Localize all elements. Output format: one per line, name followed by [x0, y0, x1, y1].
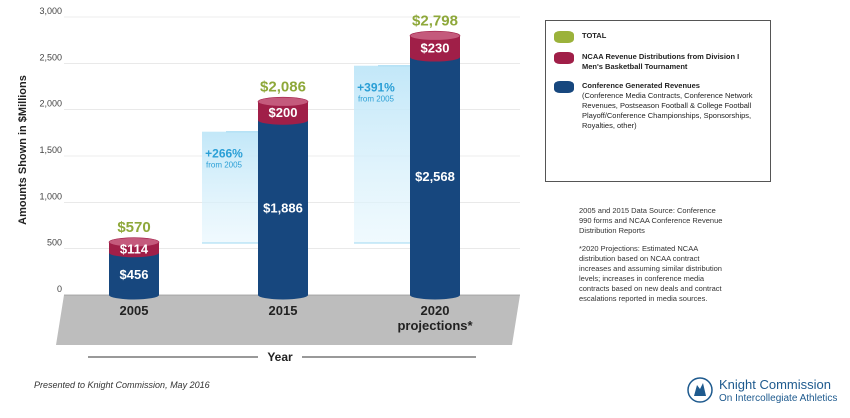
category-label: 2015	[269, 303, 298, 318]
legend-swatch-conference	[554, 81, 574, 93]
bar-ncaa	[410, 35, 460, 58]
growth-sublabel: from 2005	[206, 161, 243, 170]
legend-item-conference: Conference Generated Revenues (Conferenc…	[554, 81, 762, 131]
bar-ncaa	[109, 242, 159, 253]
growth-panel	[354, 65, 412, 244]
bar-ncaa-label: $200	[269, 105, 298, 120]
bar-conference-base	[109, 290, 159, 300]
bar-top-cap	[257, 96, 309, 107]
bar-top-cap	[108, 237, 160, 247]
bar-conference	[109, 252, 159, 295]
logo-subtitle: On Intercollegiate Athletics	[719, 393, 838, 404]
y-tick-label: 2,500	[39, 52, 62, 62]
y-tick-label: 2,000	[39, 99, 62, 109]
category-label: projections*	[397, 318, 473, 333]
bar-conference-label: $1,886	[263, 201, 303, 216]
y-tick-label: 1,000	[39, 191, 62, 201]
bar-ncaa-label: $114	[120, 241, 149, 256]
notes: 2005 and 2015 Data Source: Conference 99…	[579, 206, 729, 312]
knight-commission-logo: Knight Commission On Intercollegiate Ath…	[687, 376, 847, 408]
logo-title: Knight Commission	[719, 377, 831, 392]
legend-label-total: TOTAL	[582, 31, 607, 40]
y-tick-label: 3,000	[39, 6, 62, 16]
revenue-chart: +266%from 2005+391%from 2005$456$114$570…	[17, 6, 520, 364]
legend: TOTAL NCAA Revenue Distributions from Di…	[545, 20, 771, 182]
presented-note: Presented to Knight Commission, May 2016	[34, 380, 210, 390]
bar-ncaa-bottom	[109, 248, 159, 258]
legend-swatch-ncaa	[554, 52, 574, 64]
bar-ncaa-bottom	[410, 52, 460, 62]
bar-total-label: $570	[117, 219, 150, 236]
source-note: 2005 and 2015 Data Source: Conference 99…	[579, 206, 723, 235]
bar-top-cap	[409, 30, 461, 41]
projection-note: *2020 Projections: Estimated NCAA distri…	[579, 244, 722, 303]
bar-total-label: $2,798	[412, 13, 458, 30]
y-tick-label: 1,500	[39, 145, 62, 155]
bar-conference-label: $456	[120, 267, 149, 282]
bar-ncaa	[258, 101, 308, 121]
bar-ncaa-bottom	[258, 115, 308, 125]
category-label: 2020	[421, 303, 450, 318]
growth-label: +391%	[357, 81, 395, 95]
bar-conference	[410, 57, 460, 296]
y-axis-title: Amounts Shown in $Millions	[17, 75, 29, 225]
bar-conference-base	[258, 290, 308, 300]
category-label: 2005	[120, 303, 149, 318]
y-tick-label: 500	[47, 238, 62, 248]
chart-floor	[56, 295, 520, 345]
legend-label-ncaa: NCAA Revenue Distributions from Division…	[582, 52, 740, 71]
legend-item-ncaa: NCAA Revenue Distributions from Division…	[554, 52, 762, 72]
knight-logo-icon	[687, 377, 713, 403]
growth-label: +266%	[205, 147, 243, 161]
growth-panel	[202, 131, 260, 243]
y-tick-label: 0	[57, 284, 62, 294]
legend-swatch-total	[554, 31, 574, 43]
legend-detail-conference: (Conference Media Contracts, Conference …	[582, 91, 753, 130]
bar-total-label: $2,086	[260, 79, 306, 96]
legend-item-total: TOTAL	[554, 31, 762, 43]
legend-label-conference: Conference Generated Revenues	[582, 81, 700, 90]
x-axis-title: Year	[267, 350, 293, 364]
bar-conference-label: $2,568	[415, 169, 455, 184]
bar-conference	[258, 120, 308, 295]
bar-ncaa-label: $230	[421, 40, 450, 55]
growth-sublabel: from 2005	[358, 95, 395, 104]
bar-conference-base	[410, 290, 460, 300]
